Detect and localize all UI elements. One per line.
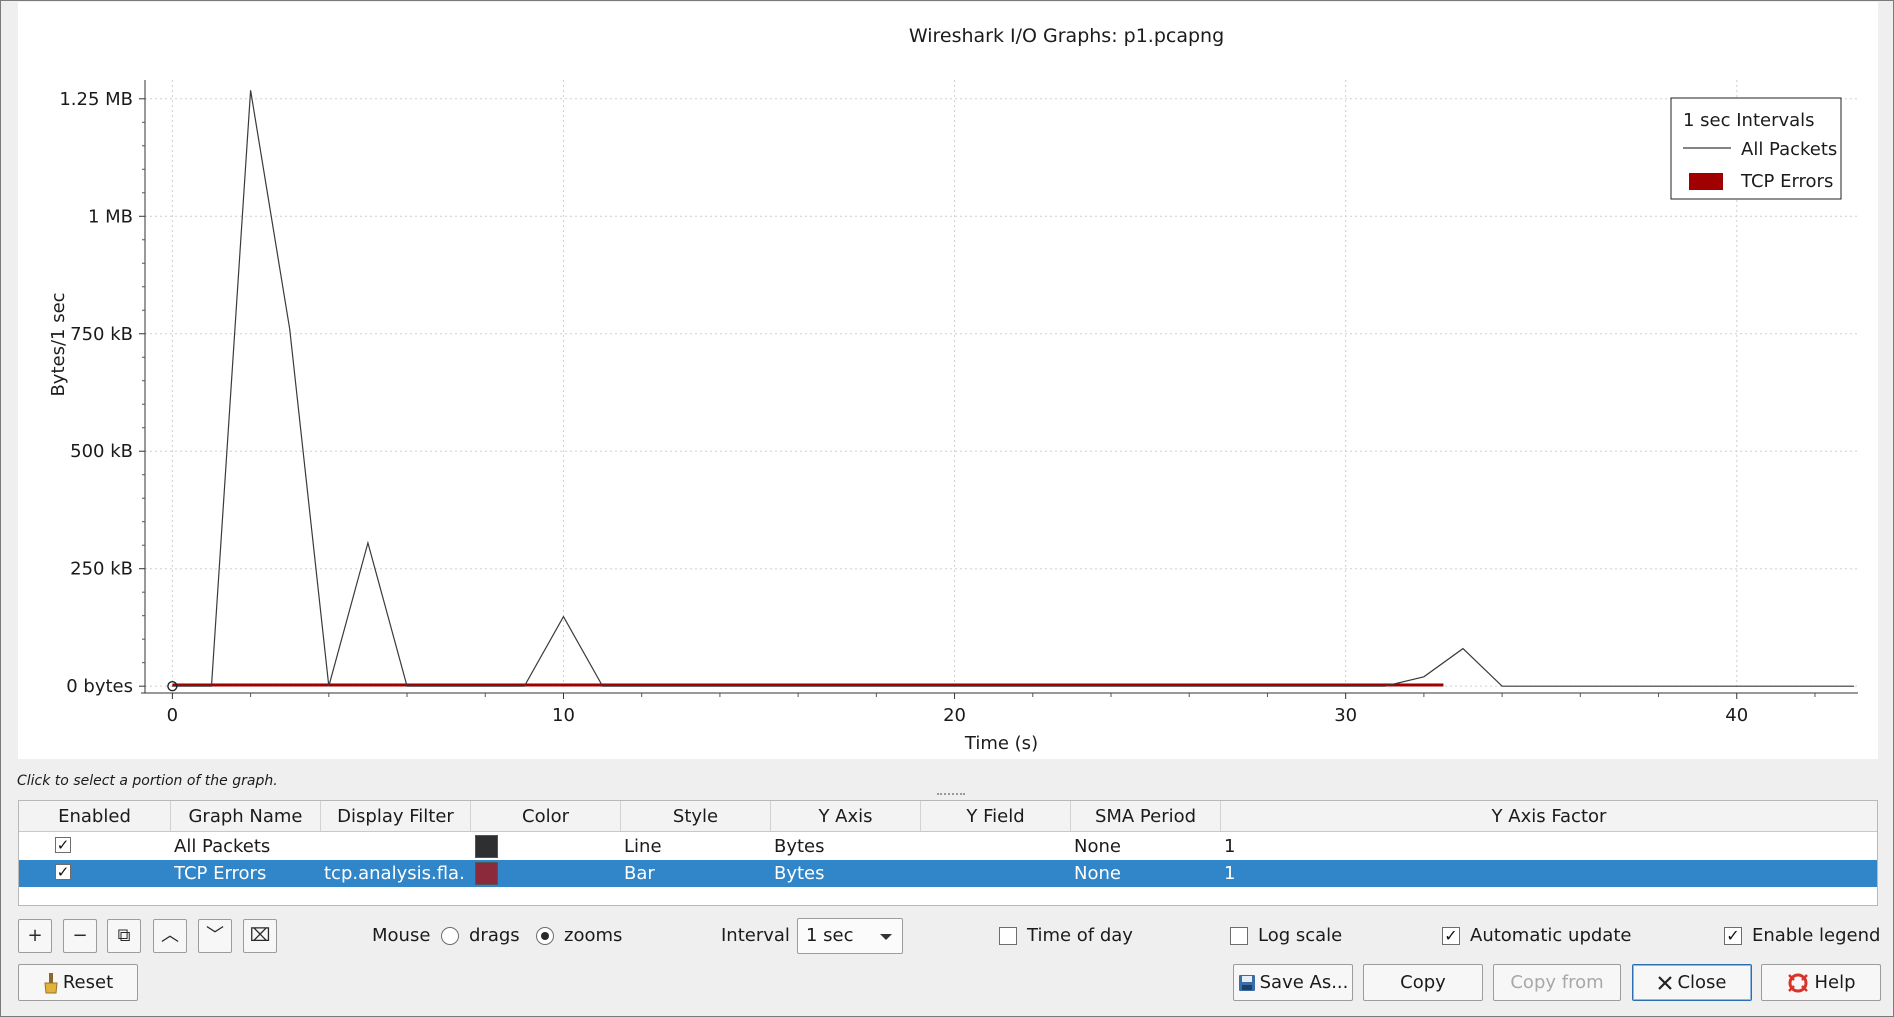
- copy-from-button[interactable]: Copy from: [1493, 964, 1621, 1001]
- enabled-checkbox[interactable]: ✓: [55, 836, 71, 854]
- style-cell[interactable]: Bar: [624, 863, 655, 884]
- log-scale-label[interactable]: Log scale: [1258, 925, 1343, 946]
- y-tick-label: 1.25 MB: [59, 89, 133, 110]
- sma-period-cell[interactable]: None: [1074, 863, 1121, 884]
- automatic-update-checkbox[interactable]: ✓: [1442, 927, 1460, 945]
- color-swatch[interactable]: [475, 862, 498, 885]
- legend-entry-all-packets: All Packets: [1741, 139, 1837, 160]
- y-axis-cell[interactable]: Bytes: [774, 836, 825, 857]
- move-up-button[interactable]: ︿: [153, 919, 187, 953]
- interval-select[interactable]: 1 sec: [797, 918, 903, 954]
- drags-radio[interactable]: [441, 927, 459, 945]
- reset-button[interactable]: Reset: [18, 964, 138, 1001]
- col-display-filter[interactable]: Display Filter: [321, 801, 471, 831]
- col-enabled[interactable]: Enabled: [19, 801, 171, 831]
- selected-point-marker: [167, 680, 178, 692]
- series-bar-tcp-errors: [172, 683, 1444, 687]
- legend-title: 1 sec Intervals: [1683, 110, 1815, 131]
- automatic-update-label[interactable]: Automatic update: [1470, 925, 1632, 946]
- y-tick-label: 0 bytes: [66, 676, 133, 697]
- drags-label[interactable]: drags: [469, 925, 520, 946]
- broom-icon: [44, 973, 58, 994]
- remove-graph-button[interactable]: −: [63, 919, 97, 953]
- help-button[interactable]: Help: [1761, 964, 1881, 1001]
- color-swatch[interactable]: [475, 835, 498, 858]
- save-as-label: Save As...: [1259, 972, 1349, 993]
- graph-canvas[interactable]: Wireshark I/O Graphs: p1.pcapng 0 bytes 25…: [18, 2, 1878, 759]
- move-down-button[interactable]: ﹀: [198, 919, 232, 953]
- help-label: Help: [1814, 972, 1856, 993]
- graph-name-cell[interactable]: All Packets: [174, 836, 271, 857]
- x-tick-label: 40: [1725, 705, 1748, 726]
- series-line-all-packets: [172, 90, 1855, 687]
- y-axis-label: Bytes/1 sec: [48, 292, 69, 396]
- log-scale-checkbox[interactable]: [1230, 927, 1248, 945]
- splitter-handle[interactable]: [937, 793, 965, 799]
- y-tick-label: 750 kB: [70, 324, 133, 345]
- y-axis-factor-cell[interactable]: 1: [1224, 863, 1236, 884]
- copy-button[interactable]: Copy: [1363, 964, 1483, 1001]
- zooms-radio[interactable]: [536, 927, 554, 945]
- col-sma-period[interactable]: SMA Period: [1071, 801, 1221, 831]
- col-y-axis-factor[interactable]: Y Axis Factor: [1491, 806, 1607, 827]
- interval-label: Interval: [721, 925, 790, 946]
- close-icon: [1658, 976, 1673, 990]
- graphs-table: Enabled Graph Name Display Filter Color …: [18, 800, 1878, 906]
- col-color[interactable]: Color: [471, 801, 621, 831]
- y-axis-factor-cell[interactable]: 1: [1224, 836, 1236, 857]
- table-row[interactable]: ✓ TCP Errors tcp.analysis.fla... Bar Byt…: [19, 860, 1877, 887]
- col-style[interactable]: Style: [621, 801, 771, 831]
- enabled-checkbox[interactable]: ✓: [55, 863, 71, 881]
- col-y-axis[interactable]: Y Axis: [771, 801, 921, 831]
- display-filter-cell[interactable]: tcp.analysis.fla...: [324, 863, 466, 884]
- save-as-button[interactable]: Save As...: [1233, 964, 1353, 1001]
- col-graph-name[interactable]: Graph Name: [171, 801, 321, 831]
- io-graph-chart[interactable]: Wireshark I/O Graphs: p1.pcapng 0 bytes 25…: [18, 2, 1878, 759]
- zooms-label[interactable]: zooms: [564, 925, 623, 946]
- table-header: Enabled Graph Name Display Filter Color …: [19, 801, 1877, 832]
- enable-legend-label[interactable]: Enable legend: [1752, 925, 1881, 946]
- y-axis-cell[interactable]: Bytes: [774, 863, 825, 884]
- add-graph-button[interactable]: +: [18, 919, 52, 953]
- graph-name-cell[interactable]: TCP Errors: [174, 863, 267, 884]
- chevron-down-icon: [880, 934, 892, 940]
- col-y-field[interactable]: Y Field: [921, 801, 1071, 831]
- sma-period-cell[interactable]: None: [1074, 836, 1121, 857]
- x-tick-label: 20: [943, 705, 966, 726]
- enable-legend-checkbox[interactable]: ✓: [1724, 927, 1742, 945]
- mouse-label: Mouse: [372, 925, 431, 946]
- time-of-day-label[interactable]: Time of day: [1027, 925, 1133, 946]
- x-tick-label: 30: [1334, 705, 1357, 726]
- legend-entry-tcp-errors: TCP Errors: [1740, 171, 1833, 192]
- save-icon: [1238, 975, 1255, 991]
- style-cell[interactable]: Line: [624, 836, 662, 857]
- legend-swatch-bar: [1689, 173, 1723, 190]
- close-label: Close: [1677, 972, 1727, 993]
- interval-value: 1 sec: [806, 925, 854, 946]
- table-row[interactable]: ✓ All Packets Line Bytes None 1: [19, 833, 1877, 860]
- time-of-day-checkbox[interactable]: [999, 927, 1017, 945]
- close-button[interactable]: Close: [1632, 964, 1752, 1001]
- y-tick-label: 500 kB: [70, 441, 133, 462]
- x-tick-label: 10: [552, 705, 575, 726]
- copy-graph-button[interactable]: ⧉: [107, 919, 141, 953]
- x-axis-label: Time (s): [964, 733, 1038, 754]
- help-icon: [1788, 973, 1809, 993]
- reset-label: Reset: [62, 972, 114, 993]
- chart-title: Wireshark I/O Graphs: p1.pcapng: [909, 25, 1224, 47]
- clear-graphs-button[interactable]: ⌧: [243, 919, 277, 953]
- y-tick-label: 1 MB: [88, 206, 133, 227]
- x-tick-label: 0: [167, 705, 178, 726]
- y-tick-label: 250 kB: [70, 559, 133, 580]
- chart-legend: 1 sec Intervals All Packets TCP Errors: [1670, 97, 1842, 200]
- graph-hint: Click to select a portion of the graph.: [17, 773, 278, 789]
- radio-selected-dot: [541, 932, 549, 940]
